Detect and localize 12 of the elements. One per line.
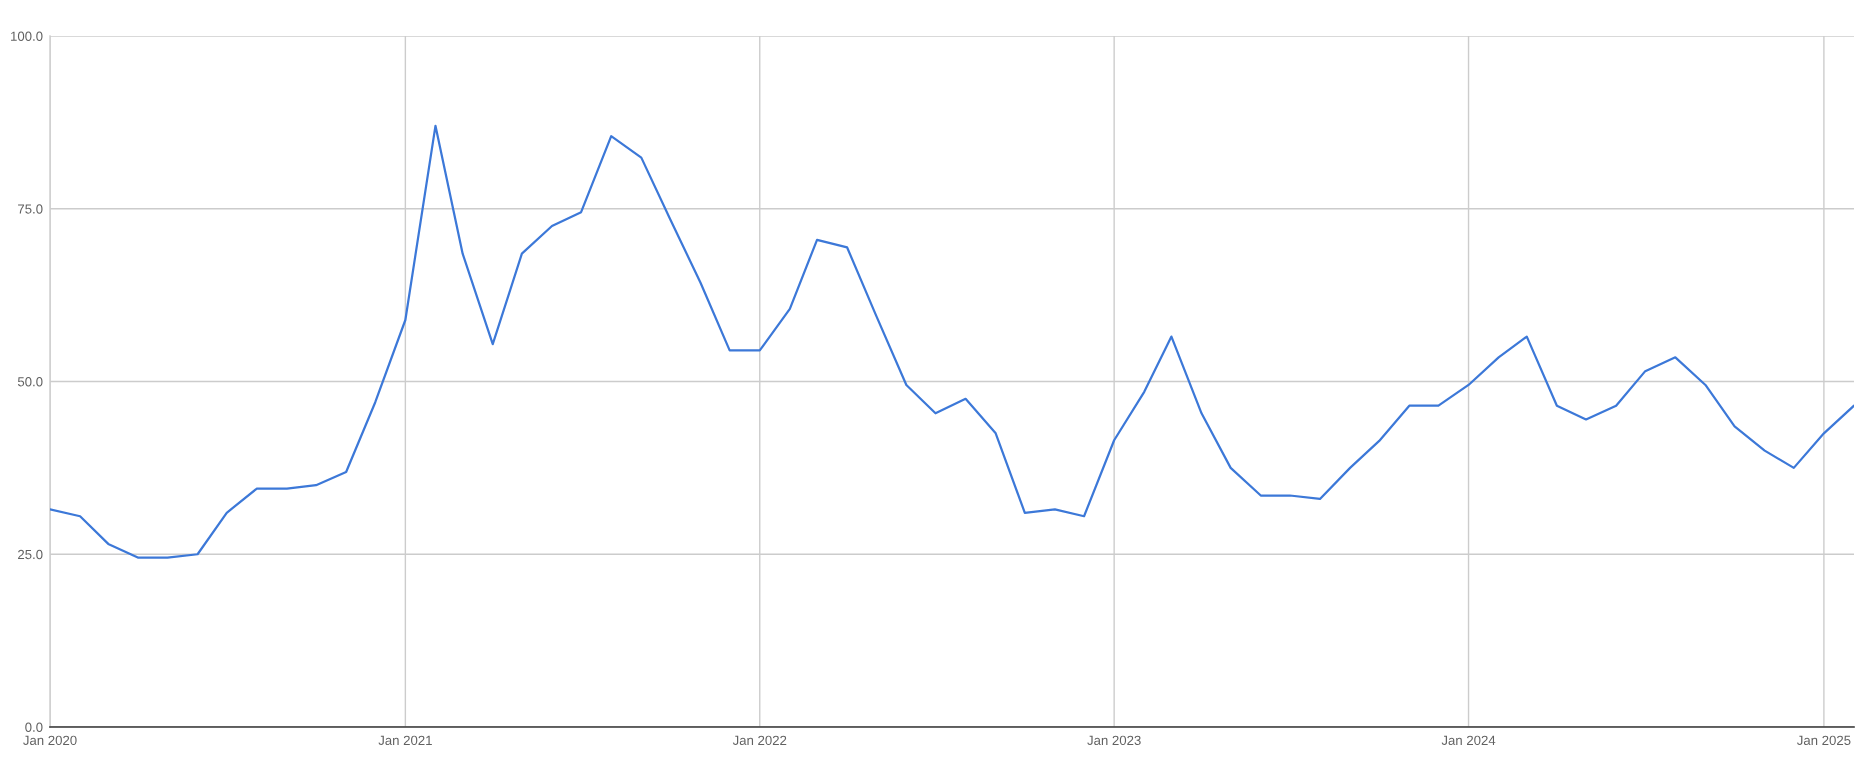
x-tick-label: Jan 2024: [1441, 735, 1496, 746]
x-tick-label: Jan 2020: [23, 735, 77, 746]
y-tick-label: 0.0: [25, 722, 43, 732]
y-tick-label: 50.0: [17, 377, 43, 387]
line-series: [50, 124, 1854, 559]
y-tick-label: 75.0: [18, 204, 43, 214]
x-tick-label: Jan 2022: [732, 735, 787, 746]
y-tick-label: 100.0: [11, 31, 43, 41]
y-tick-label: 25.0: [18, 549, 43, 560]
x-tick-label: Jan 2023: [1087, 735, 1141, 746]
x-tick-label: Jan 2021: [378, 735, 432, 746]
x-tick-label: Jan 2025: [1796, 735, 1851, 746]
